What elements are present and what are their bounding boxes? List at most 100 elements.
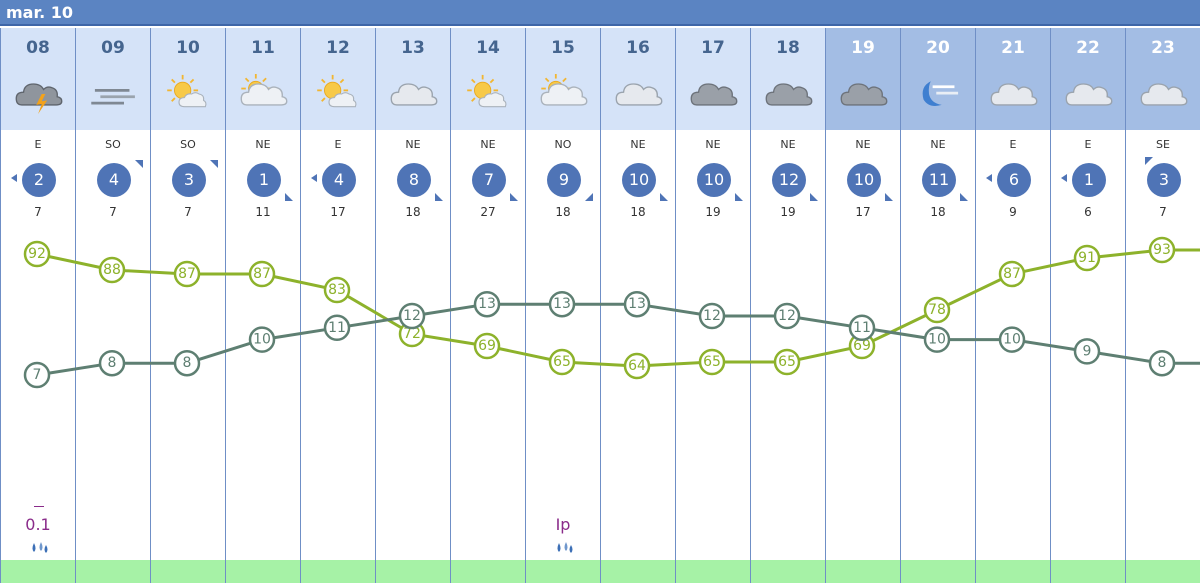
wind-direction: NE <box>855 138 871 151</box>
wind-arrow-icon <box>1145 157 1153 165</box>
hour-header <box>1 28 75 130</box>
wind-speed-badge: 1 <box>1072 163 1106 197</box>
wind-direction: NE <box>405 138 421 151</box>
dark-cloud-icon <box>765 83 813 106</box>
hour-column: 12 E 4 17 <box>300 28 375 583</box>
data-point <box>623 290 651 318</box>
data-label: 87 <box>253 266 271 282</box>
wind-gust: 19 <box>780 205 796 219</box>
ground-band <box>1126 560 1200 583</box>
ground-band <box>226 560 300 583</box>
wind-arrow-icon <box>435 193 443 201</box>
wind-speed-badge: 6 <box>997 163 1031 197</box>
ground-band <box>976 560 1050 583</box>
data-point <box>998 260 1026 288</box>
data-label: 10 <box>928 332 946 348</box>
wind-speed-badge: 9 <box>547 163 581 197</box>
data-label: 12 <box>778 308 796 324</box>
data-point <box>923 296 951 324</box>
ground-band <box>376 560 450 583</box>
data-label: 78 <box>928 302 946 318</box>
hour-column: 21 E 6 9 <box>975 28 1050 583</box>
data-point <box>698 348 726 376</box>
data-label: 69 <box>478 338 496 354</box>
hour-header <box>451 28 525 130</box>
data-point <box>398 302 426 330</box>
hour-header <box>76 28 150 130</box>
sun-cloud-icon <box>317 74 357 108</box>
hour-header <box>226 28 300 130</box>
hour-label: 20 <box>926 38 950 58</box>
ground-band <box>676 560 750 583</box>
hour-column: 16 NE 10 18 <box>600 28 675 583</box>
data-point <box>1148 349 1176 377</box>
dark-cloud-icon <box>690 83 738 106</box>
hour-column: 08 E 2 7 0.1 <box>0 28 75 583</box>
hour-label: 11 <box>251 38 275 58</box>
hour-label: 13 <box>401 38 425 58</box>
data-label: 9 <box>1083 343 1092 359</box>
wind-speed-badge: 8 <box>397 163 431 197</box>
wind-gust: 6 <box>1084 205 1092 219</box>
data-label: 7 <box>33 367 42 383</box>
hour-column: 14 NE 7 27 <box>450 28 525 583</box>
hour-header <box>751 28 825 130</box>
date-header: mar. 10 <box>0 0 1200 26</box>
ground-band <box>1 560 75 583</box>
cloud-icon <box>390 83 438 106</box>
data-label: 13 <box>553 296 571 312</box>
hour-header <box>526 28 600 130</box>
hour-column: 17 NE 10 19 <box>675 28 750 583</box>
wind-direction: NE <box>630 138 646 151</box>
hour-column: 23 SE 3 7 <box>1125 28 1200 583</box>
wind-arrow-icon <box>585 193 593 201</box>
moon-cloud-icon <box>922 81 959 106</box>
wind-gust: 7 <box>1159 205 1167 219</box>
wind-gust: 7 <box>109 205 117 219</box>
wind-direction: NE <box>780 138 796 151</box>
wind-speed-badge: 10 <box>622 163 656 197</box>
sun-cloud-big-icon <box>540 74 588 106</box>
data-point <box>698 302 726 330</box>
wind-arrow-icon <box>11 174 17 182</box>
wind-direction: E <box>34 138 42 151</box>
raindrops-icon <box>557 542 573 553</box>
hour-header <box>826 28 900 130</box>
hour-header <box>1126 28 1200 130</box>
wind-gust: 17 <box>330 205 346 219</box>
cloud-icon <box>615 83 663 106</box>
hour-label: 09 <box>101 38 125 58</box>
wind-gust: 18 <box>930 205 946 219</box>
wind-arrow-icon <box>311 174 317 182</box>
hour-column: 22 E 1 6 <box>1050 28 1125 583</box>
wind-direction: NE <box>705 138 721 151</box>
wind-speed-badge: 4 <box>322 163 356 197</box>
hour-header <box>901 28 975 130</box>
thunder-rain-icon <box>15 83 63 114</box>
ground-band <box>301 560 375 583</box>
wind-arrow-icon <box>660 193 668 201</box>
sun-cloud-icon <box>467 74 507 108</box>
data-label: 8 <box>183 355 192 371</box>
wind-speed-badge: 2 <box>22 163 56 197</box>
data-point <box>848 314 876 342</box>
precipitation-amount: Ip <box>555 515 571 534</box>
data-point <box>173 260 201 288</box>
wind-arrow-icon <box>210 160 218 168</box>
wind-gust: 18 <box>630 205 646 219</box>
hour-label: 08 <box>26 38 50 58</box>
wind-arrow-icon <box>510 193 518 201</box>
ground-band <box>901 560 975 583</box>
data-label: 13 <box>628 296 646 312</box>
cloud-icon <box>990 83 1038 106</box>
data-point <box>1148 236 1176 264</box>
wind-speed-badge: 7 <box>472 163 506 197</box>
hour-header <box>1051 28 1125 130</box>
data-label: 13 <box>478 296 496 312</box>
wind-speed-badge: 11 <box>922 163 956 197</box>
data-label: 8 <box>108 355 117 371</box>
wind-direction: NE <box>255 138 271 151</box>
precipitation-amount: 0.1 <box>25 515 51 534</box>
hour-label: 22 <box>1076 38 1100 58</box>
data-label: 10 <box>253 332 271 348</box>
